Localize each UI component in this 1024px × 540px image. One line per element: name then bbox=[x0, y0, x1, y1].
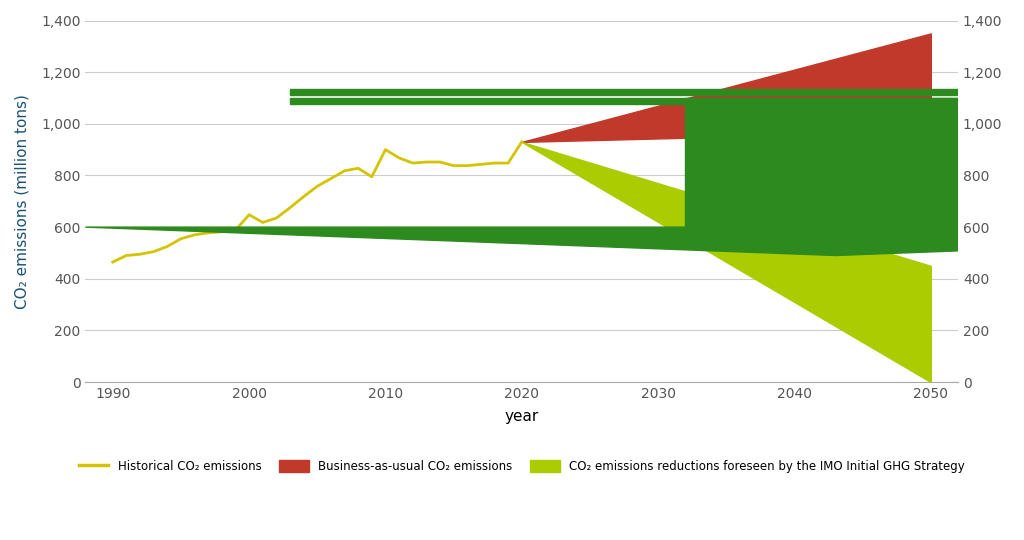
X-axis label: year: year bbox=[505, 409, 539, 424]
Legend: Historical CO₂ emissions, Business-as-usual CO₂ emissions, CO₂ emissions reducti: Historical CO₂ emissions, Business-as-us… bbox=[74, 455, 970, 477]
Y-axis label: CO₂ emissions (million tons): CO₂ emissions (million tons) bbox=[15, 94, 30, 309]
Polygon shape bbox=[85, 227, 1024, 255]
Bar bbox=[290, 98, 1024, 104]
Bar bbox=[685, 98, 985, 227]
Bar bbox=[290, 89, 1024, 95]
